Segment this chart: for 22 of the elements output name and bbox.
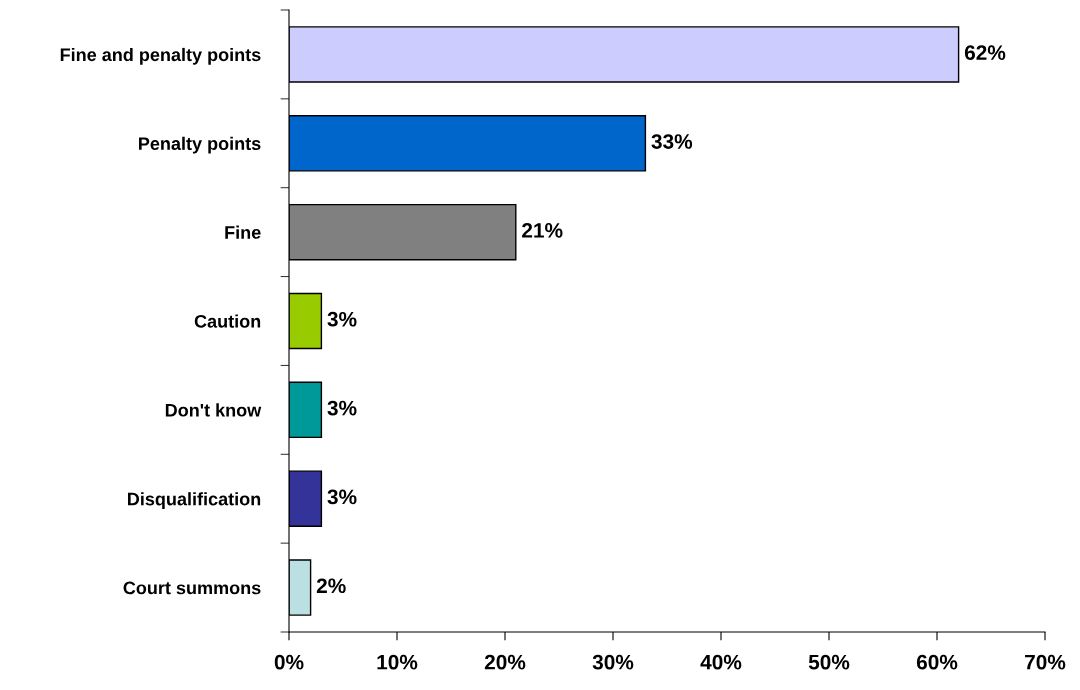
data-label: 3% [327,311,357,327]
y-tick-label: Court summons [123,581,261,595]
x-tick-label: 50% [808,654,850,670]
x-tick-label: 30% [592,654,634,670]
x-tick-label: 40% [700,654,742,670]
x-tick-label: 20% [484,654,526,670]
data-label: 3% [327,400,357,416]
data-label: 33% [651,134,693,149]
y-tick-label: Fine and penalty points [60,47,261,65]
data-label: 21% [522,222,563,238]
x-tick-label: 60% [916,654,958,670]
y-tick-label: Don't know [165,403,262,417]
y-tick-label: Caution [194,314,261,328]
data-label: 3% [327,489,357,505]
y-tick-label: Penalty points [139,136,261,154]
x-tick-label: 70% [1025,654,1066,670]
data-label: 2% [316,578,346,594]
data-label: 62% [964,45,1006,61]
x-tick-label: 10% [377,654,418,670]
y-tick-label: Fine [225,225,261,239]
x-tick-label: 0% [274,654,304,670]
y-tick-label: Disqualification [128,492,261,509]
